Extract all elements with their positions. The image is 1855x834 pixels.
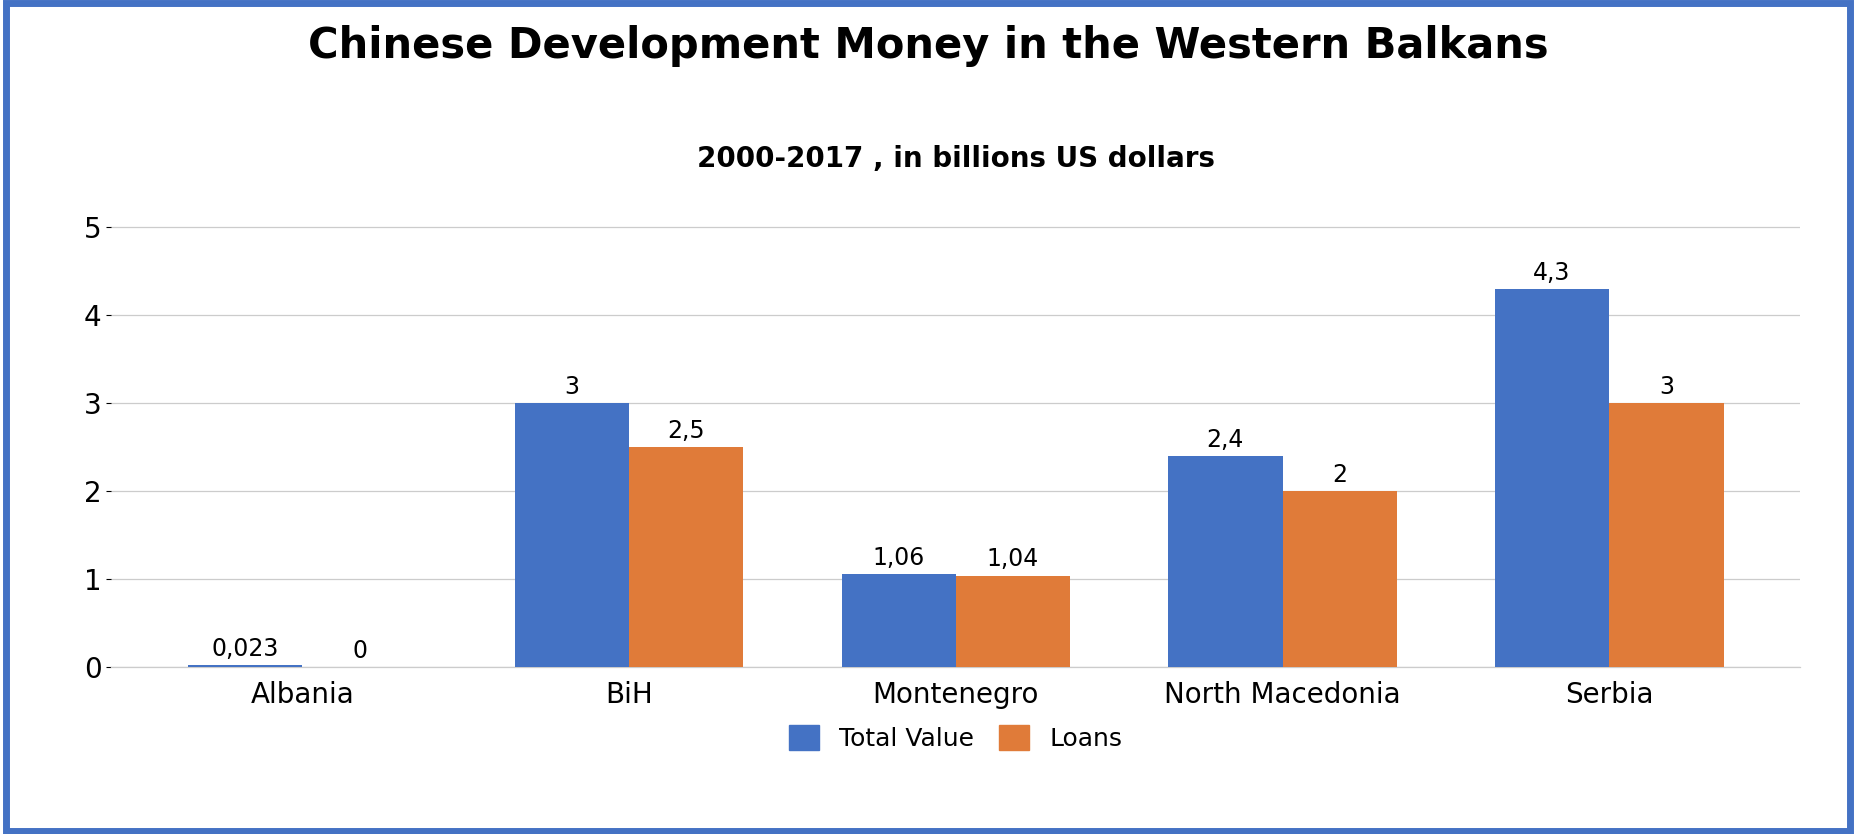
Bar bbox=[955, 575, 1070, 667]
Text: 0: 0 bbox=[352, 639, 367, 663]
Bar bbox=[629, 447, 744, 667]
Title: 2000-2017 , in billions US dollars: 2000-2017 , in billions US dollars bbox=[696, 145, 1215, 173]
Bar bbox=[1282, 491, 1397, 667]
Bar bbox=[187, 666, 302, 667]
Text: Chinese Development Money in the Western Balkans: Chinese Development Money in the Western… bbox=[308, 25, 1547, 67]
Text: 2,5: 2,5 bbox=[668, 419, 705, 443]
Text: 3: 3 bbox=[1658, 375, 1673, 399]
Text: 1,06: 1,06 bbox=[872, 545, 924, 570]
Text: 4,3: 4,3 bbox=[1532, 260, 1569, 284]
Bar bbox=[514, 404, 629, 667]
Bar bbox=[1493, 289, 1608, 667]
Legend: Total Value, Loans: Total Value, Loans bbox=[779, 715, 1132, 761]
Bar bbox=[1167, 456, 1282, 667]
Text: 0,023: 0,023 bbox=[211, 637, 278, 661]
Text: 3: 3 bbox=[564, 375, 579, 399]
Bar bbox=[840, 574, 955, 667]
Text: 2,4: 2,4 bbox=[1206, 428, 1243, 452]
Bar bbox=[1608, 404, 1723, 667]
Text: 1,04: 1,04 bbox=[987, 547, 1039, 571]
Text: 2: 2 bbox=[1332, 463, 1347, 487]
